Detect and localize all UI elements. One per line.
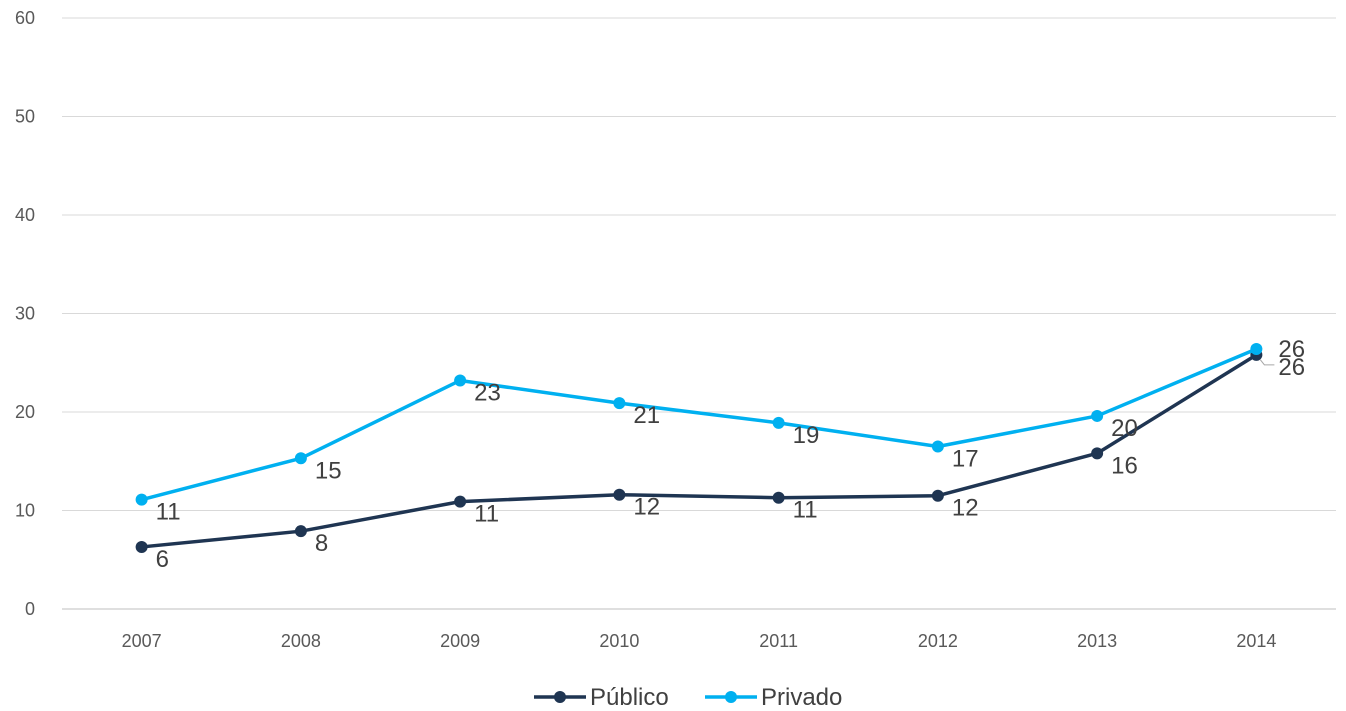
y-axis: 0 10 20 30 40 50 60 — [15, 8, 35, 619]
data-point — [1250, 342, 1263, 355]
x-tick-label: 2007 — [122, 631, 162, 651]
data-point — [135, 493, 148, 506]
legend-item: Público — [534, 684, 669, 711]
x-tick-label: 2009 — [440, 631, 480, 651]
series-line-1 — [139, 347, 1259, 502]
legend-item: Privado — [705, 684, 842, 711]
data-label: 11 — [156, 499, 181, 526]
data-point — [931, 489, 944, 502]
x-axis: 2007 2008 2009 2010 2011 2012 2013 2014 — [122, 631, 1277, 651]
legend: Público Privado — [534, 684, 842, 711]
data-point — [294, 452, 307, 465]
data-label: 11 — [793, 497, 818, 524]
data-label: 8 — [315, 530, 328, 557]
data-point — [772, 416, 785, 429]
data-label: 21 — [633, 402, 660, 429]
data-label: 23 — [474, 379, 501, 406]
legend-marker — [554, 691, 566, 703]
data-label: 12 — [633, 494, 660, 521]
series-line-0 — [139, 353, 1259, 549]
series-lines — [135, 342, 1263, 553]
y-tick-label: 30 — [15, 304, 35, 324]
y-tick-label: 20 — [15, 402, 35, 422]
x-tick-label: 2013 — [1077, 631, 1117, 651]
data-point — [931, 440, 944, 453]
y-tick-label: 40 — [15, 205, 35, 225]
y-tick-label: 10 — [15, 501, 35, 521]
data-labels: 6 8 11 12 11 12 16 26 11 15 23 21 19 17 20 26 — [156, 336, 1305, 573]
data-point — [294, 525, 307, 538]
data-point — [1091, 447, 1104, 460]
data-label: 19 — [793, 422, 820, 449]
data-point — [613, 488, 626, 501]
data-label: 20 — [1111, 415, 1138, 442]
label-leader-line — [1259, 359, 1275, 366]
x-tick-label: 2008 — [281, 631, 321, 651]
data-point — [772, 491, 785, 504]
y-tick-label: 50 — [15, 107, 35, 127]
data-label: 26 — [1278, 336, 1305, 363]
y-tick-label: 60 — [15, 8, 35, 28]
legend-label: Público — [590, 684, 669, 711]
x-tick-label: 2011 — [759, 631, 798, 651]
x-tick-label: 2010 — [599, 631, 639, 651]
gridlines — [62, 17, 1336, 610]
data-label: 15 — [315, 457, 342, 484]
data-point — [135, 540, 148, 553]
legend-label: Privado — [761, 684, 842, 711]
data-label: 11 — [474, 501, 499, 528]
data-point — [613, 397, 626, 410]
data-point — [1091, 409, 1104, 422]
data-label: 12 — [952, 495, 979, 522]
data-label: 16 — [1111, 452, 1138, 479]
y-tick-label: 0 — [25, 599, 35, 619]
data-label: 6 — [156, 546, 169, 573]
x-tick-label: 2014 — [1236, 631, 1276, 651]
legend-marker — [725, 691, 737, 703]
x-tick-label: 2012 — [918, 631, 958, 651]
data-point — [454, 374, 467, 387]
data-label: 26 — [1278, 354, 1305, 381]
data-point — [454, 495, 467, 508]
data-label: 17 — [952, 445, 979, 472]
